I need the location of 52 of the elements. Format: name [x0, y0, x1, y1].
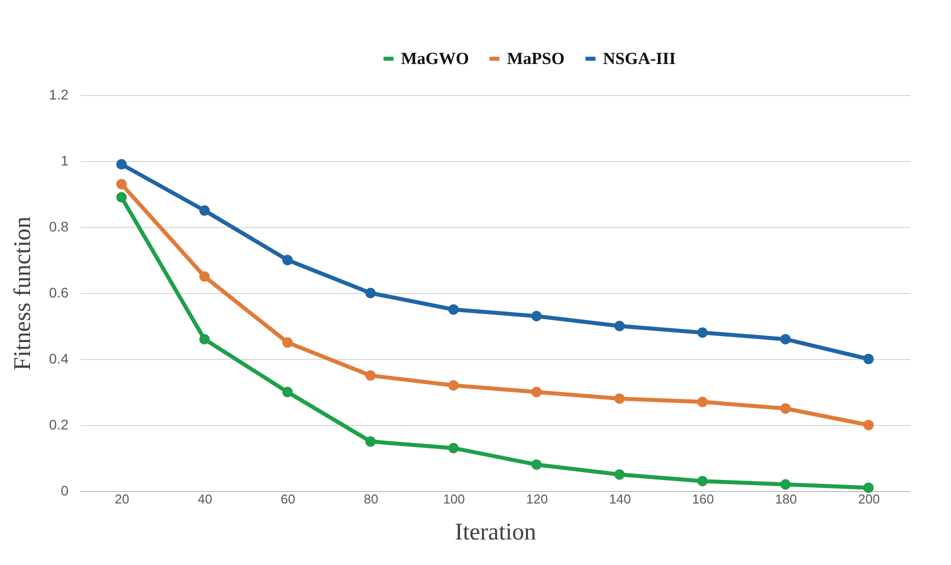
- point: [863, 420, 874, 430]
- point: [614, 469, 625, 480]
- point: [531, 310, 542, 322]
- x-tick-label: 200: [858, 492, 880, 506]
- x-tick-label: 180: [775, 492, 797, 506]
- point: [282, 386, 293, 398]
- x-tick-label: 120: [526, 492, 548, 506]
- point: [199, 334, 210, 344]
- y-tick-label: 0.2: [49, 416, 69, 432]
- y-tick-label: 0: [60, 482, 69, 498]
- point: [282, 254, 293, 266]
- x-tick-label: 20: [114, 492, 130, 506]
- x-tick-label: 140: [609, 492, 631, 506]
- point: [863, 354, 874, 364]
- x-tick-label: 100: [443, 492, 465, 506]
- point: [780, 334, 791, 344]
- y-tick-label: 1: [60, 152, 69, 168]
- x-tick-label: 160: [692, 492, 714, 506]
- y-axis-title: Fitness function: [10, 216, 36, 370]
- point: [780, 403, 791, 414]
- point: [116, 159, 127, 170]
- point: [531, 459, 542, 470]
- point: [365, 436, 376, 447]
- point: [116, 192, 127, 203]
- y-tick-label: 0.6: [49, 284, 69, 300]
- legend-label: MaGWO: [401, 48, 469, 68]
- x-tick-label: 80: [364, 492, 378, 506]
- point: [697, 476, 708, 486]
- point: [448, 442, 459, 454]
- point: [531, 386, 542, 398]
- point: [780, 479, 791, 490]
- point: [697, 327, 708, 338]
- x-tick-label: 40: [198, 492, 212, 506]
- x-axis-title: Iteration: [454, 520, 536, 546]
- point: [365, 370, 376, 381]
- point: [116, 178, 127, 190]
- point: [614, 320, 625, 332]
- point: [697, 396, 708, 408]
- point: [282, 337, 293, 348]
- y-tick-label: 0.4: [49, 350, 69, 366]
- x-tick-label: 60: [280, 492, 296, 506]
- point: [448, 304, 459, 315]
- point: [365, 288, 376, 298]
- point: [614, 393, 625, 404]
- point: [863, 482, 874, 493]
- legend-label: NSGA-III: [603, 48, 676, 68]
- y-tick-label: 0.8: [49, 218, 69, 234]
- y-tick-label: 1.2: [49, 86, 69, 102]
- point: [199, 205, 210, 216]
- point: [448, 380, 459, 391]
- legend-label: MaPSO: [507, 48, 565, 68]
- point: [199, 271, 210, 282]
